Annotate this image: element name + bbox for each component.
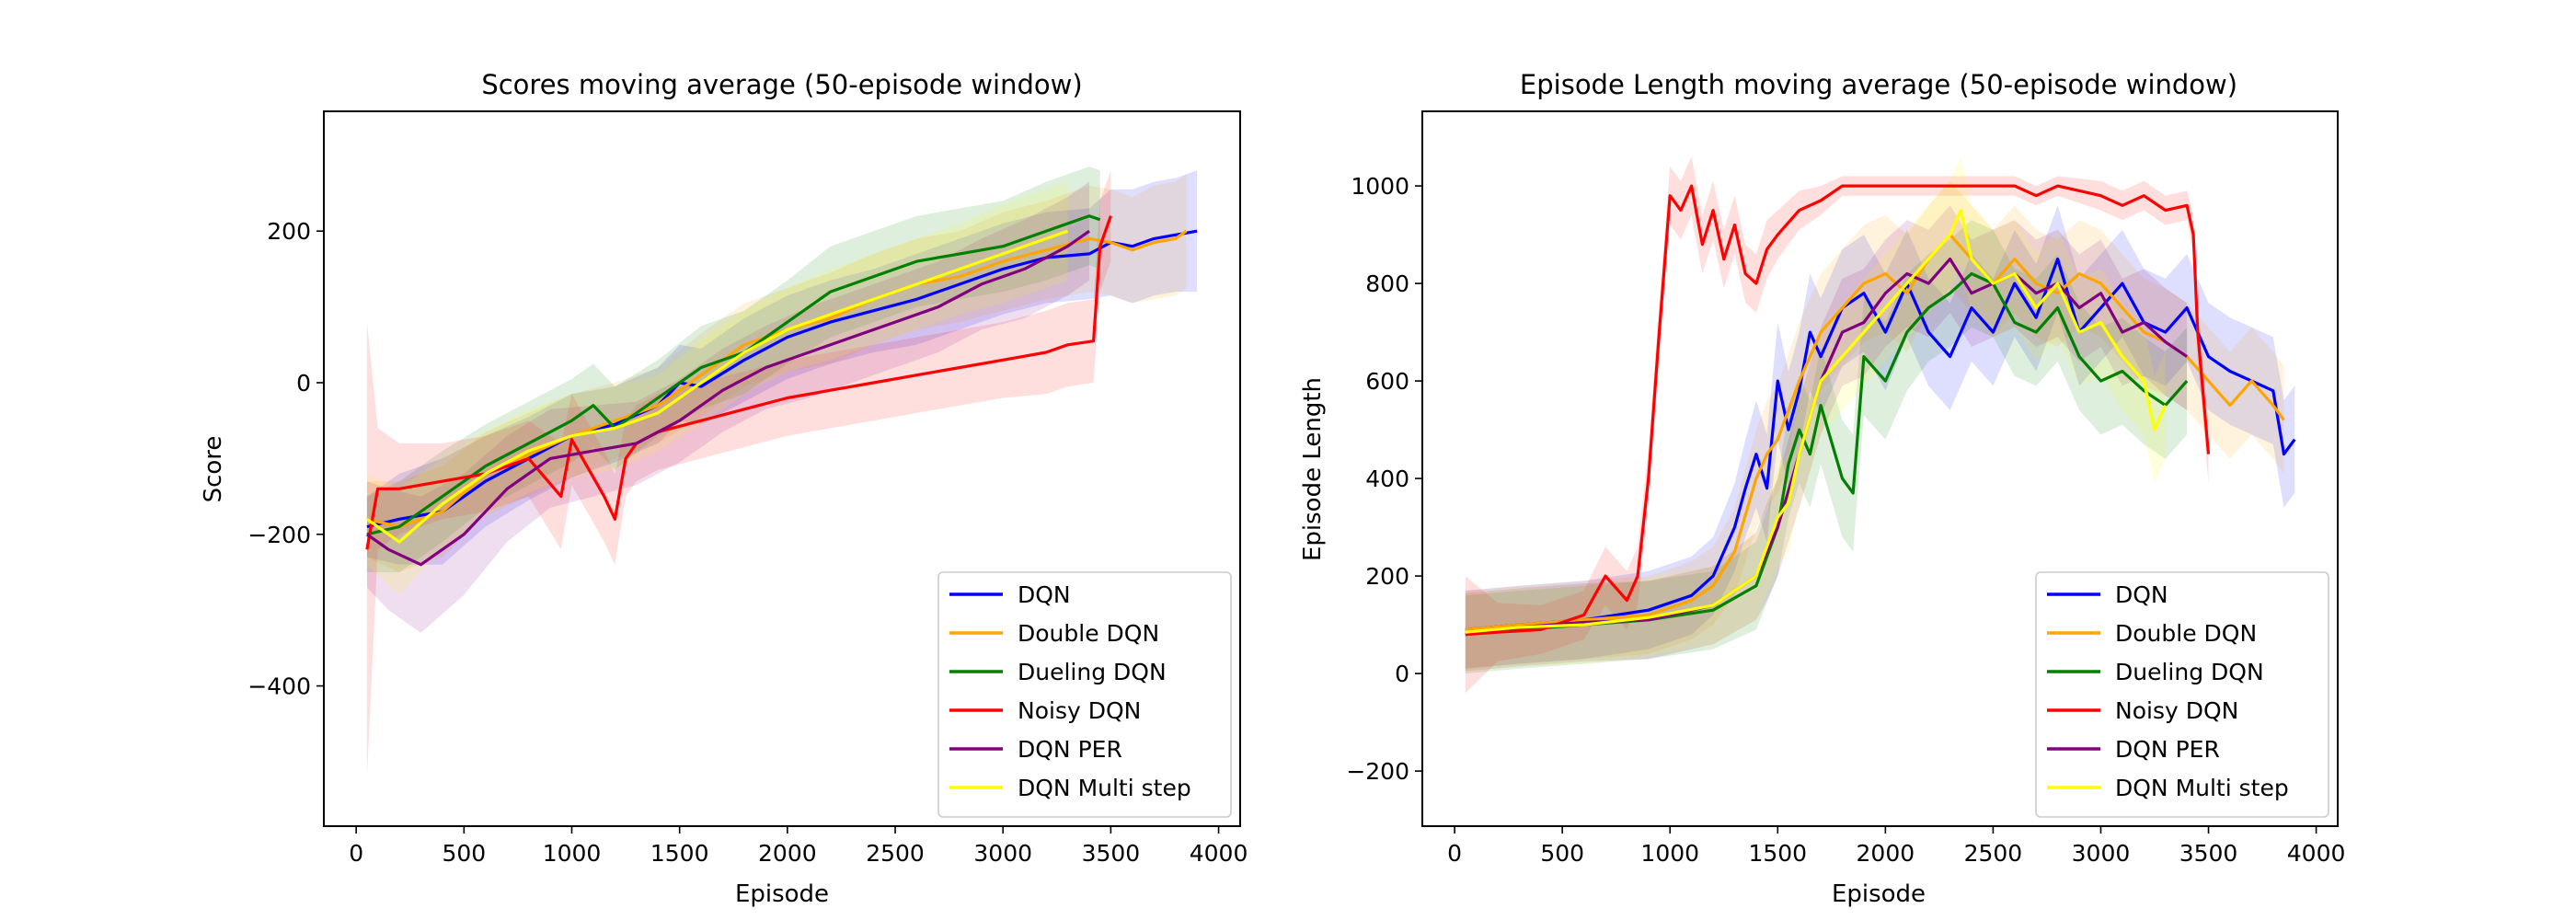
y-tick-label: 400 [1365, 466, 1409, 492]
x-tick-label: 3000 [973, 840, 1032, 867]
series-line-0 [1465, 258, 2296, 631]
legend-label: DQN Multi step [1018, 775, 1191, 801]
x-tick-label: 2500 [1964, 840, 2023, 867]
y-tick-label: 0 [296, 370, 311, 397]
std-band-2 [366, 167, 1100, 572]
y-tick-label: 0 [1395, 661, 1409, 687]
x-axis: 0 500 1000 1500 2000 2500 3000 3500 4000 [1447, 826, 2345, 867]
x-tick-label: 500 [1540, 840, 1584, 867]
y-axis: −400 −200 0 200 [247, 218, 324, 700]
series-line-3 [1465, 184, 2211, 637]
x-tick-label: 2000 [1857, 840, 1915, 867]
x-tick-label: 2000 [758, 840, 817, 867]
legend-label: Dueling DQN [1018, 659, 1167, 685]
series-lines [365, 214, 1198, 567]
y-tick-label: −200 [1346, 758, 1409, 785]
series-lines [1465, 184, 2296, 637]
y-tick-label: 1000 [1351, 173, 1409, 200]
chart-title: Episode Length moving average (50-episod… [1520, 69, 2237, 100]
y-tick-label: −200 [247, 522, 311, 548]
x-tick-label: 1000 [543, 840, 602, 867]
y-tick-label: 600 [1365, 368, 1409, 395]
legend-label: DQN Multi step [2115, 775, 2289, 801]
std-band-1 [1465, 180, 2284, 669]
series-line-1 [366, 229, 1188, 529]
std-band-2 [1465, 220, 2188, 674]
legend-label: Double DQN [2115, 620, 2257, 647]
x-tick-label: 0 [1447, 840, 1462, 867]
x-axis-label: Episode [735, 880, 829, 908]
y-tick-label: 200 [1365, 563, 1409, 590]
legend-label: DQN [2115, 581, 2168, 608]
y-axis-label: Score [200, 436, 227, 503]
legend-label: Noisy DQN [1018, 697, 1141, 724]
y-axis: −200 0 200 400 600 800 1000 [1346, 173, 1422, 785]
x-tick-label: 2500 [866, 840, 925, 867]
legend-box [937, 571, 1232, 818]
series-line-2 [1465, 271, 2189, 637]
legend-label: DQN PER [2115, 736, 2220, 763]
plot-frame [1421, 110, 2339, 827]
y-axis-label: Episode Length [1299, 377, 1327, 561]
series-line-4 [365, 229, 1090, 567]
legend-label: DQN PER [1018, 736, 1122, 763]
x-tick-label: 3500 [1082, 840, 1141, 867]
series-line-5 [1465, 209, 2168, 634]
y-tick-label: 200 [267, 218, 311, 245]
std-band-5 [366, 181, 1068, 595]
series-line-5 [365, 229, 1069, 544]
x-tick-label: 1500 [1748, 840, 1807, 867]
episode-length-chart: Episode Length moving average (50-episod… [1299, 69, 2345, 908]
x-tick-label: 4000 [1190, 840, 1248, 867]
legend-label: Noisy DQN [2115, 697, 2238, 724]
plot-frame [323, 110, 1241, 827]
legend-label: Double DQN [1018, 620, 1159, 647]
x-tick-label: 4000 [2287, 840, 2346, 867]
std-band-0 [366, 170, 1198, 565]
x-tick-label: 1500 [650, 840, 709, 867]
std-band-4 [1465, 205, 2188, 672]
chart-title: Scores moving average (50-episode window… [481, 69, 1082, 100]
std-bands [366, 167, 1198, 777]
legend-label: DQN [1018, 581, 1071, 608]
x-tick-label: 1000 [1640, 840, 1699, 867]
std-band-3 [1465, 156, 2209, 694]
std-band-3 [366, 170, 1111, 777]
x-tick-label: 3500 [2179, 840, 2238, 867]
legend: DQN Double DQN Dueling DQN Noisy DQN DQN PER… [937, 571, 1232, 818]
y-tick-label: −400 [247, 673, 311, 700]
x-tick-label: 3000 [2072, 840, 2131, 867]
legend: DQN Double DQN Dueling DQN Noisy DQN DQN PER… [2035, 571, 2329, 818]
legend-label: Dueling DQN [2115, 659, 2264, 685]
y-tick-label: 800 [1365, 270, 1409, 297]
std-band-4 [366, 181, 1089, 633]
x-axis-label: Episode [1832, 880, 1926, 908]
std-band-1 [366, 174, 1187, 572]
legend-box [2035, 571, 2329, 818]
x-tick-label: 500 [442, 840, 486, 867]
series-line-2 [366, 214, 1101, 536]
x-axis: 0 500 1000 1500 2000 2500 3000 3500 4000 [349, 826, 1248, 867]
scores-chart: Scores moving average (50-episode window… [200, 69, 1248, 908]
x-tick-label: 0 [349, 840, 363, 867]
